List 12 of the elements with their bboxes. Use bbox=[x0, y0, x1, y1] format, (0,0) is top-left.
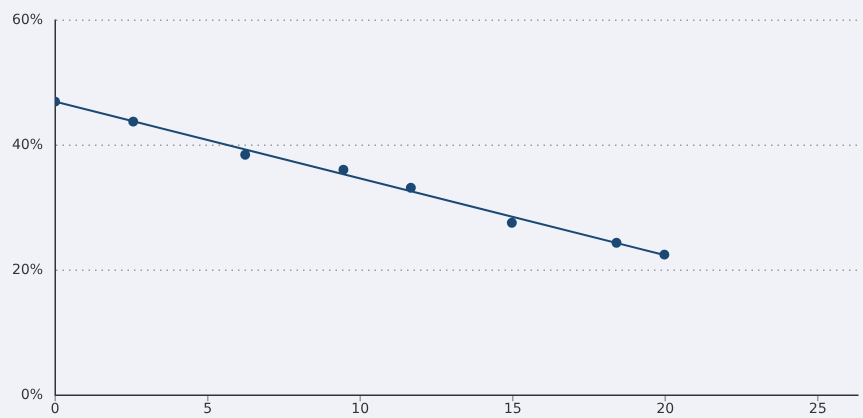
y-tick-label: 40% bbox=[12, 136, 44, 153]
point bbox=[506, 218, 517, 228]
y-tick-label: 20% bbox=[12, 262, 44, 278]
x-tick-label: 25 bbox=[808, 401, 827, 418]
x-tick-label: 5 bbox=[203, 401, 212, 418]
point bbox=[240, 150, 250, 160]
x-tick-label: 15 bbox=[504, 401, 522, 418]
x-tick-label: 10 bbox=[351, 401, 370, 418]
y-tick-label: 60% bbox=[12, 12, 44, 28]
y-tick-label: 0% bbox=[20, 386, 44, 403]
x-tick-label: 0 bbox=[50, 401, 60, 418]
x-tick-label: 20 bbox=[656, 401, 674, 418]
